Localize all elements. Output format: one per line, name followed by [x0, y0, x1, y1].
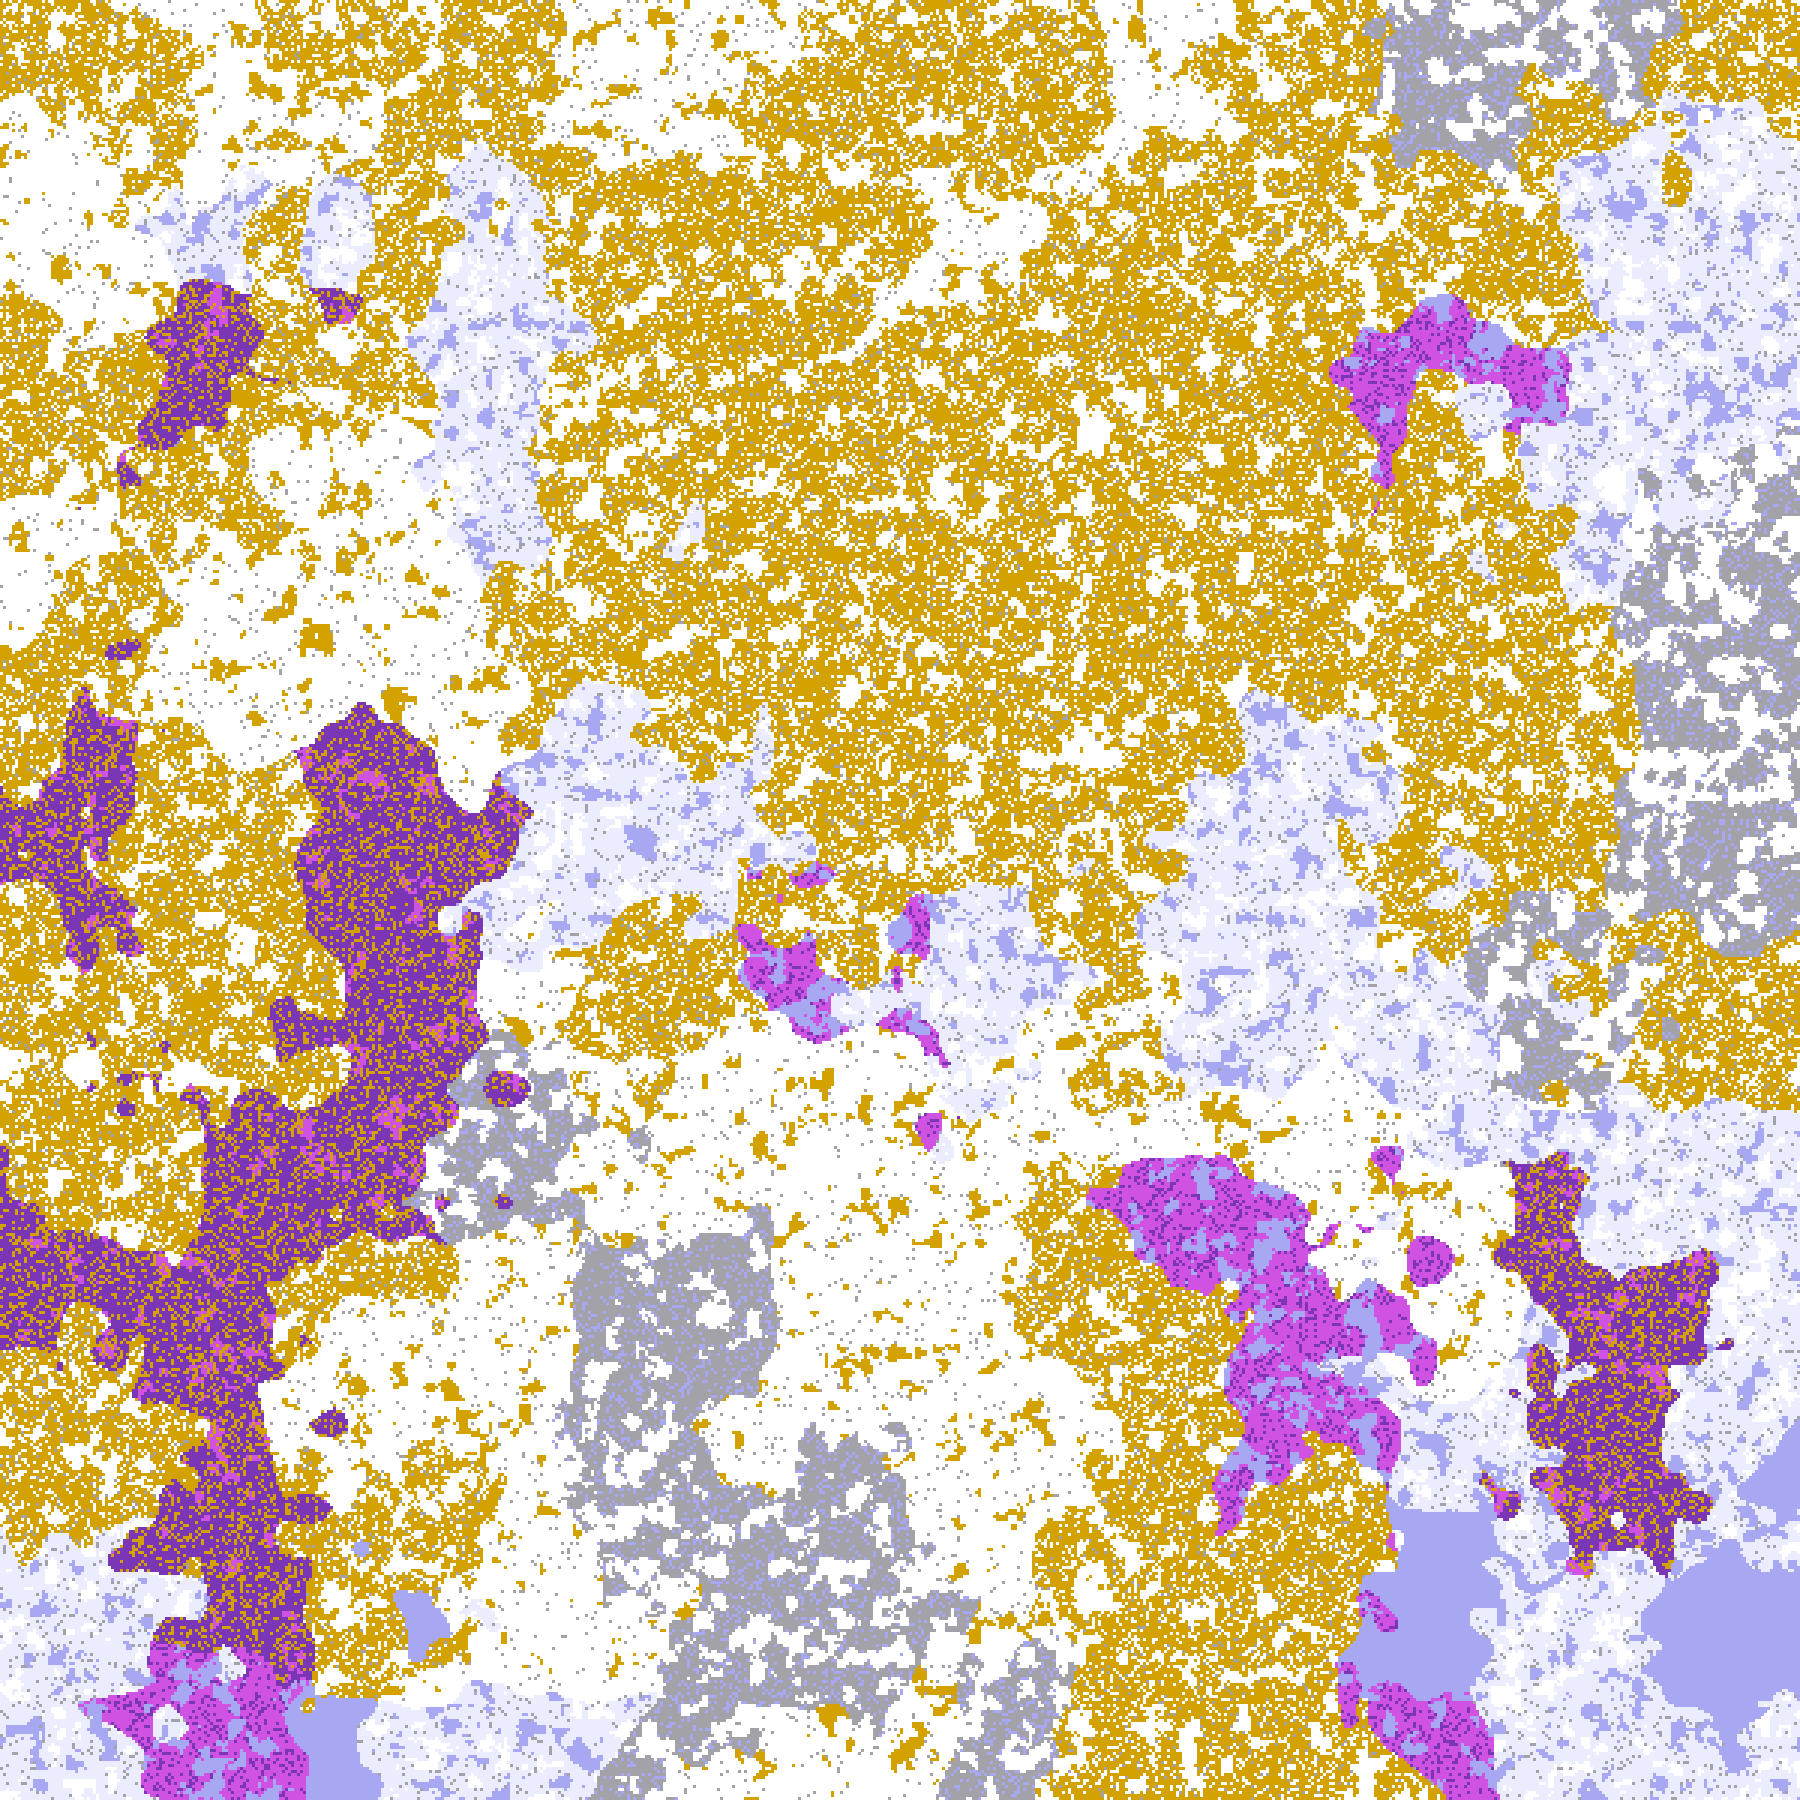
satellite-image-view: [0, 0, 1800, 1800]
satellite-image: [0, 0, 1800, 1800]
